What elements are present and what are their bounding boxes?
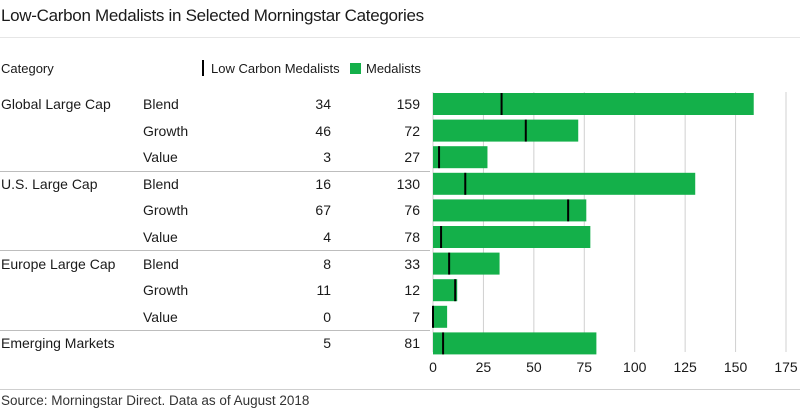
medalists-count: 159 [396, 96, 420, 112]
medalists-count: 81 [404, 335, 420, 352]
legend-low-carbon-swatch [202, 60, 204, 76]
x-tick-label: 0 [429, 359, 437, 375]
low-carbon-count: 46 [315, 122, 331, 139]
legend-medalists-label: Medalists [366, 61, 421, 76]
low-carbon-count: 0 [323, 308, 331, 325]
low-carbon-count: 4 [323, 229, 331, 245]
medalists-bar [433, 332, 597, 355]
medalists-bar [433, 279, 458, 302]
category-style-label: Value [143, 229, 178, 245]
low-carbon-marker [567, 199, 570, 222]
medalists-count: 72 [404, 122, 420, 139]
low-carbon-count: 16 [315, 175, 331, 192]
category-style-label: Growth [143, 122, 189, 139]
category-group-label: Emerging Markets [1, 335, 115, 352]
medalists-bar [433, 252, 500, 275]
source-note: Source: Morningstar Direct. Data as of A… [1, 393, 310, 408]
category-style-label: Blend [143, 96, 179, 112]
low-carbon-marker [464, 172, 467, 195]
low-carbon-marker [524, 119, 527, 142]
low-carbon-count: 5 [323, 335, 331, 352]
medalists-count: 12 [404, 282, 420, 299]
category-style-label: Value [143, 149, 178, 166]
header-divider [0, 37, 800, 38]
group-divider [0, 330, 430, 331]
medalists-count: 130 [396, 175, 420, 192]
x-tick-label: 25 [476, 359, 492, 375]
low-carbon-marker [448, 252, 451, 275]
x-tick-label: 75 [576, 359, 592, 375]
category-header: Category [1, 61, 54, 76]
low-carbon-marker [432, 305, 434, 328]
x-tick-label: 50 [526, 359, 542, 375]
category-style-label: Blend [143, 255, 179, 272]
low-carbon-count: 8 [323, 255, 331, 272]
low-carbon-count: 3 [323, 149, 331, 166]
medalists-bar [433, 93, 754, 115]
low-carbon-count: 11 [316, 282, 331, 299]
footer-divider [0, 389, 800, 390]
category-style-label: Value [143, 308, 178, 325]
low-carbon-marker [442, 332, 445, 355]
medalists-count: 27 [404, 149, 420, 166]
medalists-bar [433, 146, 488, 169]
category-group-label: U.S. Large Cap [1, 175, 98, 192]
low-carbon-marker [500, 93, 503, 115]
chart-title: Low-Carbon Medalists in Selected Morning… [1, 6, 424, 25]
category-group-label: Europe Large Cap [1, 255, 116, 272]
category-group-label: Global Large Cap [1, 96, 111, 112]
low-carbon-marker [454, 279, 457, 302]
x-tick-label: 100 [623, 359, 647, 375]
legend-medalists-swatch [350, 63, 361, 74]
medalists-bar [433, 199, 587, 222]
medalists-count: 7 [412, 308, 420, 325]
medalists-count: 33 [404, 255, 420, 272]
medalists-count: 78 [404, 229, 420, 245]
group-divider [0, 250, 430, 251]
low-carbon-marker [440, 226, 443, 248]
x-tick-label: 125 [673, 359, 697, 375]
group-divider [0, 171, 430, 172]
low-carbon-marker [438, 146, 441, 169]
medalists-count: 76 [404, 202, 420, 219]
x-tick-label: 150 [724, 359, 748, 375]
legend-low-carbon-label: Low Carbon Medalists [211, 61, 340, 76]
medalists-bar [433, 172, 696, 195]
low-carbon-count: 34 [315, 96, 331, 112]
category-style-label: Growth [143, 282, 189, 299]
medalists-bar [433, 305, 448, 328]
medalists-bar [433, 226, 591, 248]
medalists-bar [433, 119, 579, 142]
low-carbon-count: 67 [315, 202, 331, 219]
category-style-label: Blend [143, 175, 179, 192]
x-tick-label: 175 [774, 359, 798, 375]
category-style-label: Growth [143, 202, 189, 219]
